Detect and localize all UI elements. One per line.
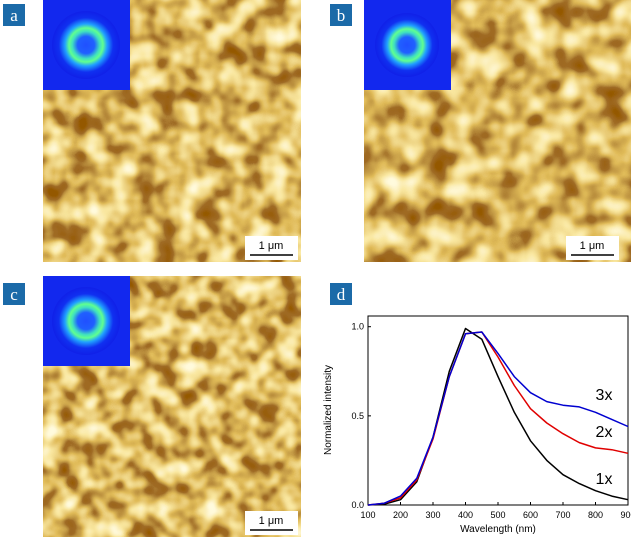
scale-text: 1 μm: [580, 240, 605, 252]
x-tick-label: 200: [393, 510, 408, 520]
label-box: [3, 4, 25, 26]
series-label: 3x: [596, 387, 613, 404]
x-tick-label: 500: [490, 510, 505, 520]
series-label: 1x: [596, 471, 613, 488]
panel-a: a 1 μm: [3, 0, 301, 262]
scale-text: 1 μm: [259, 240, 284, 252]
x-tick-label: 300: [425, 510, 440, 520]
scale-text: 1 μm: [259, 515, 284, 527]
y-tick-label: 0.5: [351, 411, 364, 421]
series-line: [367, 331, 629, 506]
panel-d: d Wavelength (nm) Normalized intensity 1…: [323, 283, 631, 535]
x-tick-label: 400: [458, 510, 473, 520]
panel-label: c: [10, 285, 18, 304]
y-axis-label: Normalized intensity: [323, 365, 334, 455]
scale-box: [245, 511, 298, 535]
x-tick-label: 900: [620, 510, 631, 520]
panel-b: b 1 μm: [330, 0, 631, 262]
scale-box: [566, 236, 619, 260]
panel-c: c 1 μm: [3, 276, 301, 537]
series-line: [367, 331, 629, 506]
x-axis-label: Wavelength (nm): [460, 524, 536, 535]
fft-ring: [375, 13, 439, 77]
y-tick-label: 0.0: [351, 500, 364, 510]
series-line: [367, 327, 629, 506]
x-tick-label: 800: [588, 510, 603, 520]
label-box: [330, 283, 352, 305]
fft-ring: [52, 11, 120, 79]
x-tick-label: 600: [523, 510, 538, 520]
x-tick-label: 700: [555, 510, 570, 520]
y-tick-label: 1.0: [351, 322, 364, 332]
label-box: [3, 283, 25, 305]
panel-label: b: [337, 6, 346, 25]
series-label: 2x: [596, 424, 613, 441]
scale-box: [245, 236, 298, 260]
panel-label: a: [10, 6, 18, 25]
fft-ring: [52, 287, 120, 355]
label-box: [330, 4, 352, 26]
x-tick-label: 100: [360, 510, 375, 520]
panel-label: d: [337, 285, 346, 304]
